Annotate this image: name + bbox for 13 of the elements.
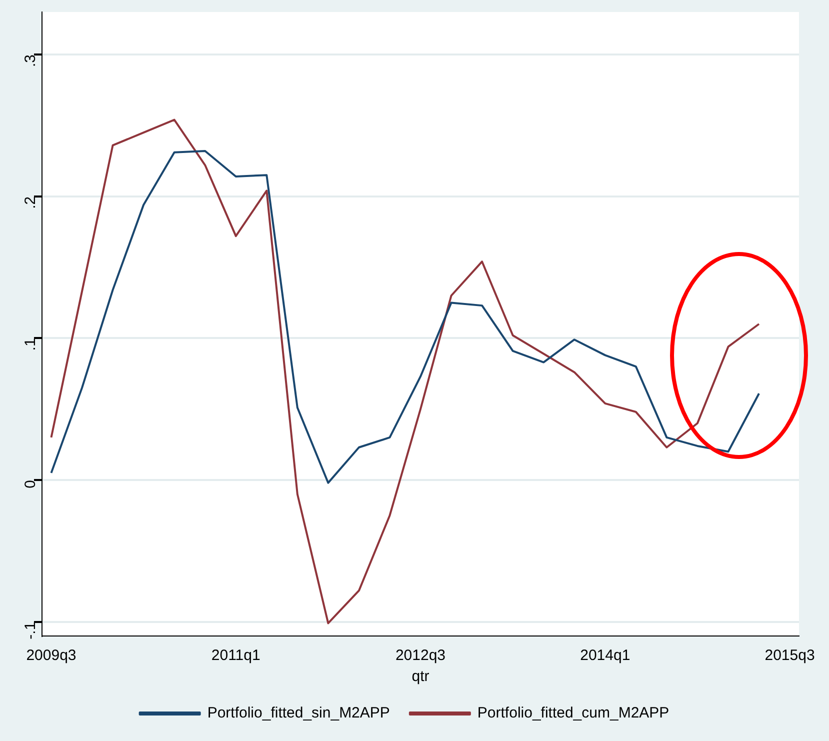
y-tick-label: .1 [22, 338, 40, 351]
legend-label: Portfolio_fitted_cum_M2APP [477, 704, 670, 722]
x-axis-title: qtr [412, 668, 430, 686]
y-tick-label: 0 [22, 480, 40, 488]
x-tick-label: 2014q1 [580, 647, 630, 664]
y-tick-label: .3 [22, 54, 40, 68]
legend-label: Portfolio_fitted_sin_M2APP [207, 704, 390, 722]
x-tick-label: 2009q3 [26, 647, 76, 664]
x-tick-label: 2015q3 [764, 647, 815, 664]
x-tick-label: 2011q1 [211, 647, 260, 664]
x-tick-label: 2012q3 [395, 647, 446, 664]
y-tick-label: -.1 [22, 622, 40, 640]
y-tick-label: .2 [22, 196, 40, 209]
